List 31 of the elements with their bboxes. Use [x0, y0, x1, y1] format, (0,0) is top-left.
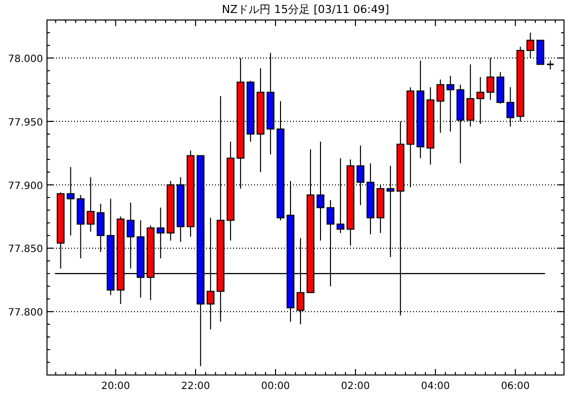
- candlestick: [356, 145, 364, 206]
- y-tick-label: 77.950: [8, 117, 43, 128]
- candlestick: [66, 166, 75, 236]
- y-tick-label: 77.900: [8, 180, 43, 192]
- y-tick-label: 78.000: [8, 54, 43, 66]
- candlestick: [446, 75, 454, 132]
- candlestick: [86, 176, 95, 232]
- candlestick: [296, 238, 304, 325]
- x-tick-label: 22:00: [181, 381, 210, 392]
- title: NZドル円 15分足 [03/11 06:49]: [222, 3, 390, 16]
- candlestick: [96, 203, 105, 253]
- candlestick: [386, 165, 394, 258]
- candlestick: [486, 58, 494, 100]
- candlestick: [526, 32, 534, 59]
- y-tick-label: 77.850: [8, 244, 43, 256]
- candlestick: [316, 141, 324, 242]
- y-tick-label: 77.800: [8, 308, 43, 319]
- candlestick: [476, 76, 484, 124]
- candlestick: [126, 202, 135, 269]
- candlestick: [156, 207, 164, 259]
- candlestick: [336, 158, 344, 234]
- candlestick: [326, 200, 334, 287]
- x-tick-label: 00:00: [261, 381, 290, 392]
- candlestick: [466, 64, 474, 127]
- x-tick-label: 06:00: [500, 381, 530, 392]
- x-tick-label: 04:00: [421, 381, 450, 392]
- x-tick-label: 20:00: [101, 381, 130, 392]
- candlestick: [506, 86, 514, 127]
- candlestick: [436, 79, 444, 134]
- candlestick: [206, 217, 214, 330]
- x-tick-label: 02:00: [341, 381, 370, 392]
